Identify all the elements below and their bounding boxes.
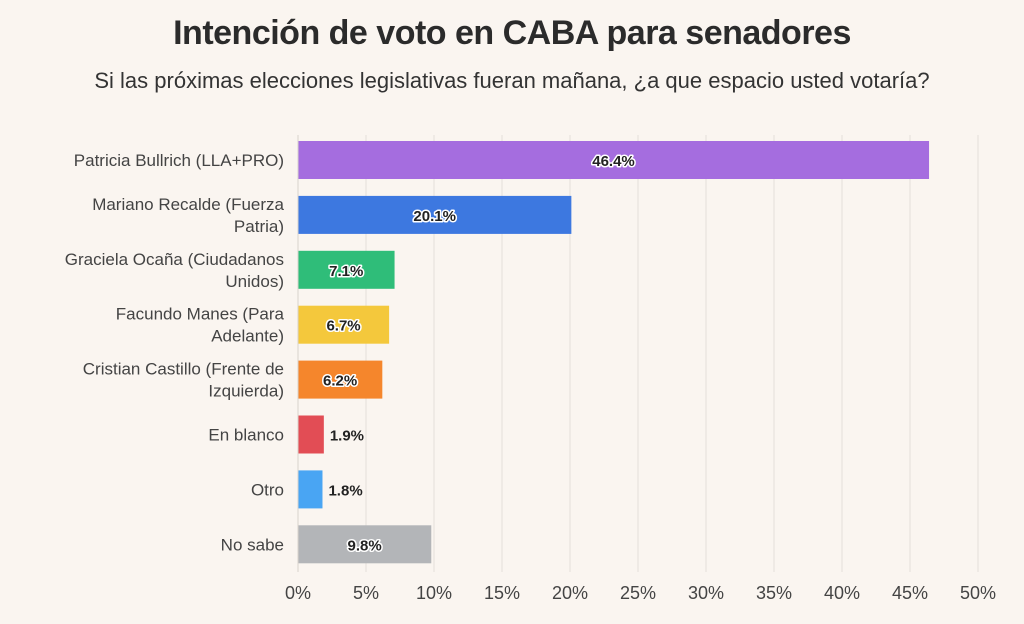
- bar: [298, 525, 432, 564]
- chart-title: Intención de voto en CABA para senadores: [173, 14, 851, 52]
- bar: [298, 360, 383, 399]
- category-label: Otro: [251, 480, 284, 499]
- category-label: Patricia Bullrich (LLA+PRO): [74, 151, 284, 170]
- category-label: No sabe: [221, 535, 284, 554]
- x-tick-label: 15%: [484, 583, 520, 603]
- data-label: 6.7%: [326, 318, 360, 335]
- category-label: Facundo Manes (Para: [116, 305, 285, 324]
- x-tick-label: 0%: [285, 583, 311, 603]
- x-tick-label: 40%: [824, 583, 860, 603]
- data-label: 46.4%: [592, 153, 635, 170]
- bar: [298, 415, 324, 454]
- category-label: En blanco: [208, 426, 284, 445]
- bar: [298, 470, 323, 509]
- x-tick-label: 30%: [688, 583, 724, 603]
- x-tick-label: 50%: [960, 583, 996, 603]
- x-tick-label: 45%: [892, 583, 928, 603]
- bar: [298, 141, 930, 179]
- category-label: Unidos): [225, 272, 284, 291]
- category-label: Cristian Castillo (Frente de: [83, 360, 284, 379]
- x-tick-label: 5%: [353, 583, 379, 603]
- bar: [298, 305, 390, 344]
- data-label: 20.1%: [413, 208, 456, 225]
- category-label: Izquierda): [208, 382, 284, 401]
- bar: [298, 195, 572, 234]
- data-label: 9.8%: [348, 537, 382, 554]
- x-tick-label: 20%: [552, 583, 588, 603]
- category-label: Adelante): [211, 327, 284, 346]
- category-label: Graciela Ocaña (Ciudadanos: [65, 250, 284, 269]
- x-tick-label: 25%: [620, 583, 656, 603]
- bar: [298, 250, 395, 289]
- x-tick-label: 35%: [756, 583, 792, 603]
- data-label: 1.8%: [328, 482, 362, 499]
- data-label: 1.9%: [330, 428, 364, 445]
- data-label: 6.2%: [323, 373, 357, 390]
- data-label: 7.1%: [329, 263, 363, 280]
- chart-subtitle: Si las próximas elecciones legislativas …: [94, 68, 930, 93]
- category-label: Mariano Recalde (Fuerza: [92, 195, 284, 214]
- category-label: Patria): [234, 217, 284, 236]
- x-tick-label: 10%: [416, 583, 452, 603]
